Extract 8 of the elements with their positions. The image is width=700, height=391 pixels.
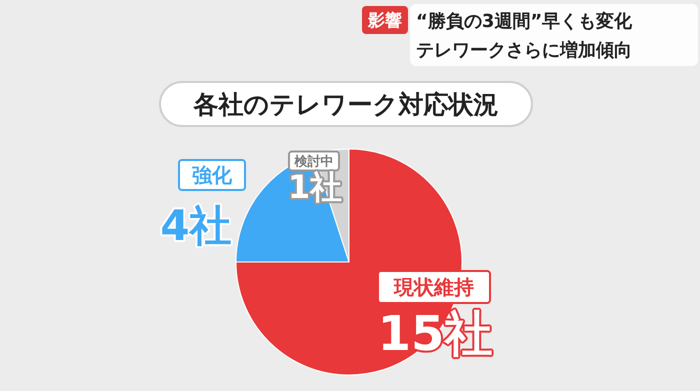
slice-label: 現状維持 — [393, 275, 474, 300]
text: 影響 — [367, 11, 402, 31]
text: テレワークさらに増加傾向 — [416, 39, 632, 61]
slice-label: 強化 — [192, 163, 233, 188]
data-label: 4社 — [160, 201, 232, 250]
text: “勝負の3週間”早くも変化 — [416, 11, 634, 32]
chart-title: 各社のテレワーク対応状況 — [192, 90, 498, 119]
slice-label: 検討中 — [294, 154, 334, 170]
